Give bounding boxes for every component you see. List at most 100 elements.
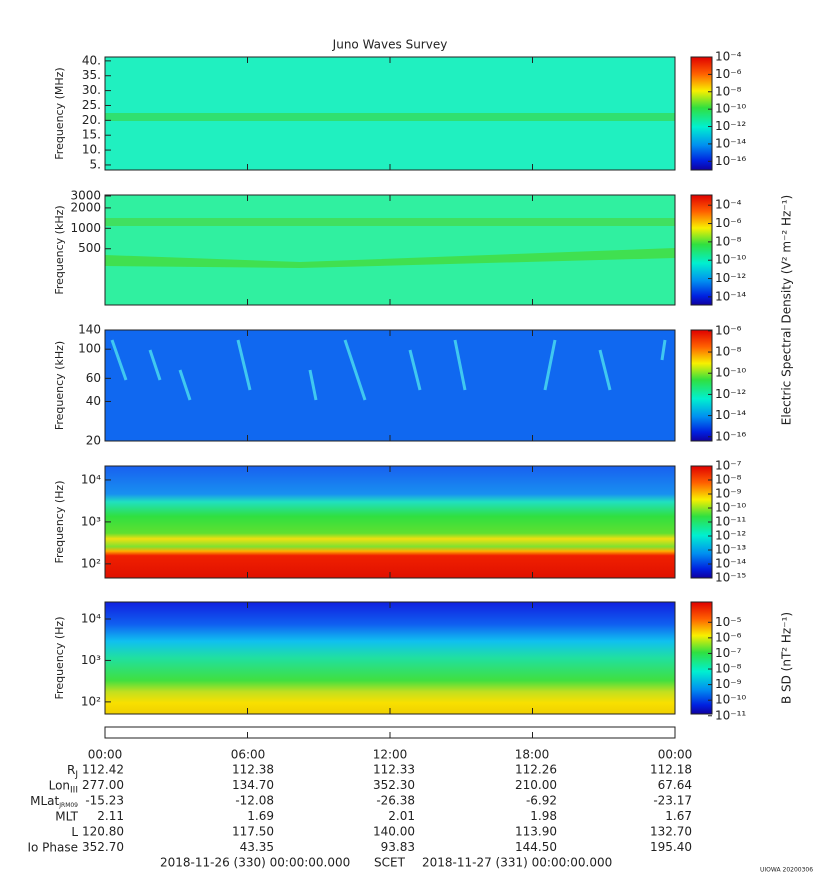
row-label-main: Lon <box>49 778 70 792</box>
row-value: 112.38 <box>232 763 274 777</box>
x-tick-label: 12:00 <box>373 748 408 762</box>
y-axis-label: Frequency (Hz) <box>53 481 66 564</box>
colorbar-tick-label: 10⁻¹⁶ <box>715 429 746 443</box>
colorbar-tick-label: 10⁻⁸ <box>715 345 742 359</box>
y-tick-label: 20. <box>82 113 101 127</box>
row-value: 112.26 <box>515 763 557 777</box>
y-tick-label: 40. <box>82 53 101 67</box>
y-tick-label: 10³ <box>81 514 101 528</box>
y-tick-label: 30. <box>82 83 101 97</box>
row-value: 117.50 <box>232 825 274 839</box>
row-value: 140.00 <box>373 825 415 839</box>
colorbar-tick-label: 10⁻¹⁴ <box>715 557 746 571</box>
y-tick-label: 100 <box>78 342 101 356</box>
y-tick-label: 10³ <box>81 653 101 667</box>
row-label-sub: JRM09 <box>58 802 78 809</box>
colorbar-tick-label: 10⁻¹² <box>715 119 746 133</box>
y-tick-label: 140 <box>78 323 101 337</box>
row-value: 277.00 <box>82 778 124 792</box>
row-value: -6.92 <box>526 794 557 808</box>
colorbar-tick-label: 10⁻¹⁴ <box>715 289 746 303</box>
y-tick-label: 500 <box>78 241 101 255</box>
y-axis-label: Frequency (kHz) <box>53 205 66 294</box>
row-value: 134.70 <box>232 778 274 792</box>
colorbar-label: Electric Spectral Density (V² m⁻² Hz⁻¹) <box>780 195 794 425</box>
colorbar-tick-label: 10⁻¹⁰ <box>715 253 746 267</box>
y-tick-label: 5. <box>90 157 101 171</box>
y-tick-label: 2000 <box>70 200 101 214</box>
colorbar-tick-label: 10⁻⁷ <box>715 459 742 473</box>
footer-stamp: UIOWA 20200306 <box>760 867 813 874</box>
row-value: 144.50 <box>515 840 557 854</box>
y-tick-label: 10² <box>81 694 101 708</box>
colorbar-tick-label: 10⁻¹⁰ <box>715 501 746 515</box>
y-tick-label: 25. <box>82 98 101 112</box>
row-value: -12.08 <box>235 794 274 808</box>
colorbar-tick-label: 10⁻⁴ <box>715 50 742 64</box>
row-value: 2.11 <box>97 809 124 823</box>
row-value: -15.23 <box>85 794 124 808</box>
colorbar-tick-label: 10⁻¹⁰ <box>715 102 746 116</box>
footer-scet: SCET <box>374 856 406 870</box>
colorbar <box>690 194 713 306</box>
colorbar-label: B SD (nT² Hz⁻¹) <box>780 612 794 704</box>
row-label-main: R <box>67 763 75 777</box>
colorbar-tick-label: 10⁻¹⁰ <box>715 366 746 380</box>
row-value: 1.69 <box>247 809 274 823</box>
colorbar-tick-label: 10⁻⁹ <box>715 677 742 691</box>
row-value: 210.00 <box>515 778 557 792</box>
spectrogram-images <box>104 57 676 739</box>
row-value: 67.64 <box>658 778 692 792</box>
row-label: L <box>71 825 78 839</box>
colorbar-tick-label: 10⁻⁶ <box>715 67 742 81</box>
colorbar-tick-label: 10⁻⁸ <box>715 662 742 676</box>
row-value: 195.40 <box>650 840 692 854</box>
colorbar <box>690 601 713 715</box>
colorbar-tick-label: 10⁻⁴ <box>715 198 742 212</box>
colorbar-tick-label: 10⁻⁶ <box>715 323 742 337</box>
y-axis-label: Frequency (MHz) <box>53 67 66 159</box>
colorbar-tick-label: 10⁻⁷ <box>715 646 742 660</box>
y-tick-label: 1000 <box>70 221 101 235</box>
row-value: 93.83 <box>381 840 415 854</box>
colorbar-tick-label: 10⁻¹⁶ <box>715 154 746 168</box>
y-tick-label: 40 <box>86 394 101 408</box>
y-tick-label: 3000 <box>70 188 101 202</box>
colorbar-tick-label: 10⁻¹³ <box>715 543 746 557</box>
colorbar-tick-label: 10⁻⁵ <box>715 615 742 629</box>
row-value: 113.90 <box>515 825 557 839</box>
row-value: 112.33 <box>373 763 415 777</box>
y-tick-label: 60 <box>86 371 101 385</box>
colorbar <box>690 329 713 442</box>
row-value: 112.18 <box>650 763 692 777</box>
row-label-main: MLT <box>55 809 78 823</box>
colorbar-tick-label: 10⁻⁶ <box>715 216 742 230</box>
y-axis-label: Frequency (Hz) <box>53 617 66 700</box>
x-tick-label: 18:00 <box>515 748 550 762</box>
colorbar-tick-label: 10⁻¹² <box>715 387 746 401</box>
row-label: RJ <box>67 763 78 780</box>
y-tick-label: 10⁴ <box>81 472 101 486</box>
x-tick-label: 00:00 <box>88 748 123 762</box>
row-value: 1.67 <box>665 809 692 823</box>
row-value: 132.70 <box>650 825 692 839</box>
colorbar-tick-label: 10⁻¹⁴ <box>715 408 746 422</box>
row-label-main: MLat <box>30 794 59 808</box>
y-axis-label: Frequency (kHz) <box>53 341 66 430</box>
colorbar-tick-label: 10⁻⁸ <box>715 473 742 487</box>
footer-start: 2018-11-26 (330) 00:00:00.000 <box>160 856 350 870</box>
y-tick-label: 20 <box>86 434 101 448</box>
colorbar-tick-label: 10⁻¹² <box>715 271 746 285</box>
colorbar-tick-label: 10⁻¹² <box>715 529 746 543</box>
row-label-main: L <box>71 825 78 839</box>
colorbar-tick-label: 10⁻¹⁴ <box>715 136 746 150</box>
row-value: 352.30 <box>373 778 415 792</box>
colorbar-tick-label: 10⁻¹¹ <box>715 515 746 529</box>
colorbar-tick-label: 10⁻⁸ <box>715 234 742 248</box>
y-tick-label: 15. <box>82 128 101 142</box>
x-tick-label: 06:00 <box>231 748 266 762</box>
y-tick-label: 35. <box>82 68 101 82</box>
row-label: MLatJRM09 <box>30 794 78 809</box>
colorbar-tick-label: 10⁻¹¹ <box>715 708 746 722</box>
colorbar-tick-label: 10⁻⁹ <box>715 487 742 501</box>
